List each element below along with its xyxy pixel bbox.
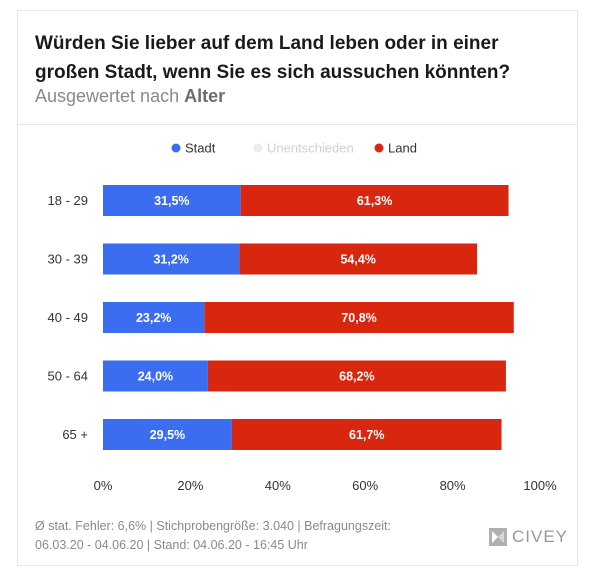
bars: 31,5% 61,3% 31,2% 54,4% 23,2% 70,8% 24,0% 68,2%… [103,185,514,450]
data-label-stadt-3: 24,0% [138,370,173,384]
y-tick-label-3: 50 - 64 [48,369,88,384]
bar-stadt-2 [103,302,205,333]
x-tick-label-3: 60% [352,478,378,493]
chart-subtitle: Ausgewertet nach Alter [35,86,225,107]
legend-label: Unentschieden [267,141,354,156]
y-tick-label-4: 65 + [62,427,88,442]
data-label-stadt-0: 31,5% [154,194,189,208]
legend-label: Stadt [185,141,216,156]
bar-land-0 [240,185,509,216]
data-label-stadt-1: 31,2% [153,253,188,267]
bar-stadt-4 [103,419,232,450]
legend-item-unentschieden: Unentschieden [253,141,354,156]
data-label-land-2: 70,8% [341,311,376,325]
legend-item-stadt: Stadt [171,141,216,156]
y-tick-label-1: 30 - 39 [48,252,88,267]
bar-land-4 [231,419,502,450]
x-tick-label-5: 100% [523,478,557,493]
data-label-land-3: 68,2% [339,370,374,384]
chart-card: Würden Sie lieber auf dem Land leben ode… [17,10,578,566]
bar-stadt-3 [103,360,208,392]
header-divider [18,124,577,125]
x-tick-label-1: 20% [177,478,203,493]
brand-name: CIVEY [512,527,569,546]
subtitle-prefix: Ausgewertet nach [35,86,185,106]
data-label-land-1: 54,4% [340,253,375,267]
legend-marker [253,143,263,153]
data-label-land-0: 61,3% [357,194,392,208]
legend-item-land: Land [374,141,417,156]
bar-stadt-0 [103,185,241,216]
footer-line-1: Ø stat. Fehler: 6,6% | Stichprobengröße:… [35,519,391,533]
data-label-land-4: 61,7% [349,428,384,442]
data-label-stadt-2: 23,2% [136,311,171,325]
data-label-stadt-4: 29,5% [150,428,185,442]
brand: CIVEY [488,526,568,548]
y-tick-label-0: 18 - 29 [48,193,88,208]
bar-land-3 [207,360,506,392]
legend: Stadt Unentschieden Land [171,141,417,156]
legend-marker [171,143,181,153]
x-tick-label-2: 40% [265,478,291,493]
legend-label: Land [388,141,417,156]
x-axis-ticks: 0% 20% 40% 60% 80% 100% [94,478,557,493]
footer-line-2: 06.03.20 - 04.06.20 | Stand: 04.06.20 - … [35,538,308,552]
stacked-bar-chart: Stadt Unentschieden Land 31,5% 61,3% 31,2% 54… [48,141,558,494]
subtitle-bold: Alter [184,86,226,106]
chart-title: Würden Sie lieber auf dem Land leben ode… [35,33,511,83]
bar-land-2 [204,302,514,333]
y-tick-label-2: 40 - 49 [48,310,88,325]
civey-logo-icon [489,528,507,546]
bar-stadt-1 [103,243,240,275]
x-tick-label-4: 80% [440,478,466,493]
legend-marker [374,143,384,153]
footer-note: Ø stat. Fehler: 6,6% | Stichprobengröße:… [35,517,435,555]
y-axis-labels: 18 - 29 30 - 39 40 - 49 50 - 64 65 + [48,193,88,442]
x-tick-label-0: 0% [94,478,113,493]
bar-land-1 [239,243,478,275]
